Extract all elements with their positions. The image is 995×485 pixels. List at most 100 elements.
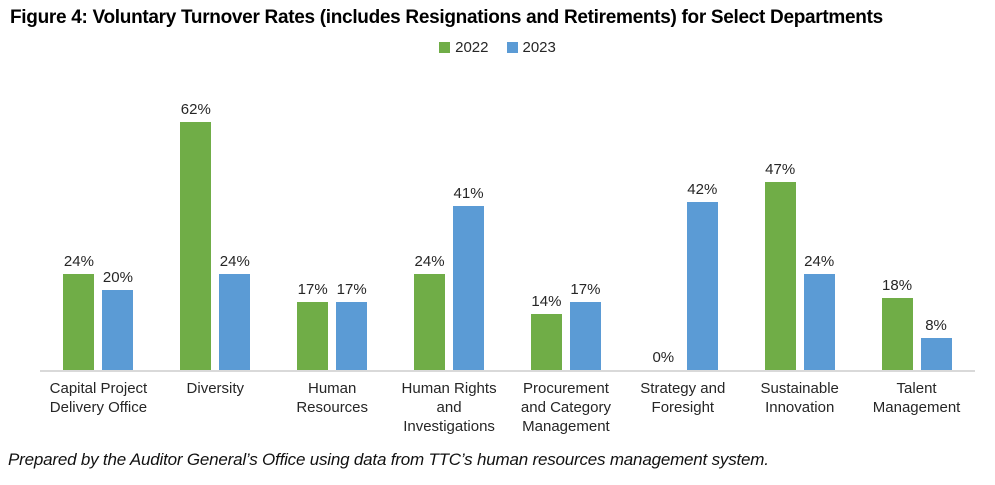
bar-wrap-2023: 17% xyxy=(569,281,601,370)
category-label: Capital Project Delivery Office xyxy=(49,380,148,416)
category-group: 17% 17% xyxy=(274,281,391,370)
bar-pair: 14% 17% xyxy=(530,281,601,370)
data-label: 0% xyxy=(648,349,679,366)
legend-item-2022: 2022 xyxy=(439,39,489,56)
data-label: 24% xyxy=(219,253,250,270)
bar-2023 xyxy=(920,338,952,370)
data-label: 18% xyxy=(882,277,913,294)
category-group: 0% 42% xyxy=(624,181,741,370)
bar-wrap-2023: 42% xyxy=(686,181,718,370)
bar-wrap-2022: 24% xyxy=(414,253,446,370)
bar-2023 xyxy=(569,302,601,370)
data-label: 17% xyxy=(336,281,367,298)
bar-2022 xyxy=(414,274,446,370)
bar-2022 xyxy=(530,314,562,370)
category-group: 24% 41% xyxy=(391,185,508,370)
bar-2022 xyxy=(764,182,796,370)
bar-pair: 24% 41% xyxy=(414,185,485,370)
data-label: 62% xyxy=(180,101,211,118)
data-label: 41% xyxy=(453,185,484,202)
bar-2022 xyxy=(297,302,329,370)
category-label: Diversity xyxy=(186,380,245,397)
category-label: Procurement and Category Management xyxy=(520,380,611,435)
bar-wrap-2023: 24% xyxy=(803,253,835,370)
data-label-text: 24% xyxy=(804,253,835,270)
legend-swatch-2022 xyxy=(439,42,451,53)
category-label: Talent Management xyxy=(872,380,961,416)
data-label: 24% xyxy=(804,253,835,270)
bar-pair: 47% 24% xyxy=(764,161,835,370)
category-group: 18% 8% xyxy=(858,277,975,370)
category-label: Human Rights and Investigations xyxy=(401,380,497,435)
data-label-text: 14% xyxy=(531,293,562,310)
bar-wrap-2023: 24% xyxy=(219,253,251,370)
data-label-text: 17% xyxy=(297,281,328,298)
bar-pair: 24% 20% xyxy=(63,253,134,370)
data-label-text: 24% xyxy=(63,253,94,270)
legend-item-2023: 2023 xyxy=(506,39,556,56)
source-note: Prepared by the Auditor General’s Office… xyxy=(8,450,769,469)
data-label: 24% xyxy=(63,253,94,270)
data-label: 17% xyxy=(297,281,328,298)
bar-wrap-2022: 62% xyxy=(180,101,212,370)
data-label: 42% xyxy=(687,181,718,198)
bar-2023 xyxy=(803,274,835,370)
data-label-text: 41% xyxy=(453,185,484,202)
category-group: 14% 17% xyxy=(508,281,625,370)
bar-wrap-2023: 20% xyxy=(102,269,134,370)
plot-area: 24% 20% 62% 24% 17% 17% 24% 41% 14% 17% 0% 42% 47% 24… xyxy=(40,92,975,372)
chart-title: Figure 4: Voluntary Turnover Rates (incl… xyxy=(10,7,883,28)
bar-2023 xyxy=(102,290,134,370)
category-group: 24% 20% xyxy=(40,253,157,370)
legend-label-2023: 2023 xyxy=(522,39,556,56)
bar-pair: 0% 42% xyxy=(648,181,718,370)
data-label-text: 20% xyxy=(102,269,133,286)
bar-pair: 17% 17% xyxy=(297,281,368,370)
bar-wrap-2022: 0% xyxy=(648,349,679,370)
bar-wrap-2022: 14% xyxy=(530,293,562,370)
chart-legend: 2022 2023 xyxy=(0,39,995,56)
category-label: Human Resources xyxy=(296,380,369,416)
legend-label-2022: 2022 xyxy=(455,39,489,56)
data-label-text: 42% xyxy=(687,181,718,198)
bar-pair: 18% 8% xyxy=(881,277,952,370)
data-label: 17% xyxy=(570,281,601,298)
data-label-text: 62% xyxy=(180,101,211,118)
bar-wrap-2023: 41% xyxy=(453,185,485,370)
bar-groups: 24% 20% 62% 24% 17% 17% 24% 41% 14% 17% 0% 42% 47% 24… xyxy=(40,92,975,370)
data-label-text: 47% xyxy=(765,161,796,178)
bar-2022 xyxy=(63,274,95,370)
bar-pair: 62% 24% xyxy=(180,101,251,370)
data-label-text: 17% xyxy=(570,281,601,298)
bar-2023 xyxy=(336,302,368,370)
data-label: 24% xyxy=(414,253,445,270)
bar-2022 xyxy=(180,122,212,370)
data-label: 8% xyxy=(921,317,952,334)
data-label: 14% xyxy=(531,293,562,310)
category-label: Strategy and Foresight xyxy=(640,380,726,416)
bar-2023 xyxy=(219,274,251,370)
bar-2023 xyxy=(686,202,718,370)
category-axis-labels: Capital Project Delivery Office Diversity… xyxy=(40,380,975,436)
data-label-text: 24% xyxy=(219,253,250,270)
bar-wrap-2023: 8% xyxy=(920,317,952,370)
bar-2023 xyxy=(453,206,485,370)
data-label-text: 0% xyxy=(652,349,675,366)
bar-wrap-2022: 17% xyxy=(297,281,329,370)
bar-wrap-2022: 24% xyxy=(63,253,95,370)
data-label-text: 18% xyxy=(882,277,913,294)
data-label-text: 24% xyxy=(414,253,445,270)
legend-swatch-2023 xyxy=(506,42,518,53)
bar-wrap-2022: 47% xyxy=(764,161,796,370)
data-label: 47% xyxy=(765,161,796,178)
bar-wrap-2023: 17% xyxy=(336,281,368,370)
category-label: Sustainable Innovation xyxy=(760,380,839,416)
data-label-text: 17% xyxy=(336,281,367,298)
data-label-text: 8% xyxy=(925,317,947,334)
category-group: 47% 24% xyxy=(741,161,858,370)
data-label: 20% xyxy=(102,269,133,286)
category-group: 62% 24% xyxy=(157,101,274,370)
bar-wrap-2022: 18% xyxy=(881,277,913,370)
bar-2022 xyxy=(881,298,913,370)
